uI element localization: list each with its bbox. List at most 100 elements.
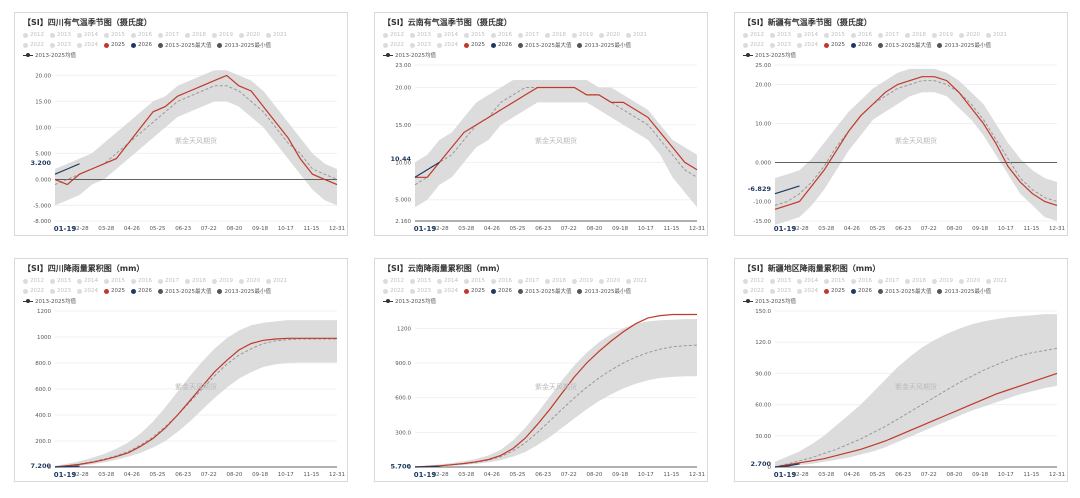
legend-item[interactable]: 2023 <box>410 288 431 294</box>
legend-item[interactable]: 2020 <box>959 278 980 284</box>
legend-item[interactable]: 2017 <box>878 32 899 38</box>
legend-item[interactable]: 2021 <box>986 32 1007 38</box>
legend-item-current[interactable]: 2025 <box>464 288 485 294</box>
legend-item[interactable]: 2019 <box>932 278 953 284</box>
legend-item-mean[interactable]: 2013-2025均值 <box>383 51 436 59</box>
legend-item-current[interactable]: 2025 <box>104 288 125 294</box>
legend-item[interactable]: 2016 <box>131 32 152 38</box>
legend-item[interactable]: 2019 <box>572 278 593 284</box>
legend-item[interactable]: 2021 <box>626 32 647 38</box>
legend-item[interactable]: 2024 <box>437 42 458 48</box>
legend-item-min[interactable]: 2013-2025最小值 <box>217 41 271 49</box>
legend-item[interactable]: 2012 <box>743 278 764 284</box>
legend-item[interactable]: 2018 <box>905 32 926 38</box>
legend-item[interactable]: 2015 <box>464 32 485 38</box>
legend-item-next[interactable]: 2026 <box>131 288 152 294</box>
legend-item-current[interactable]: 2025 <box>464 42 485 48</box>
legend-item[interactable]: 2023 <box>50 288 71 294</box>
legend-item[interactable]: 2013 <box>50 278 71 284</box>
legend-item[interactable]: 2024 <box>797 288 818 294</box>
legend-item[interactable]: 2019 <box>212 278 233 284</box>
legend-item-mean[interactable]: 2013-2025均值 <box>23 51 76 59</box>
legend-item-max[interactable]: 2013-2025最大值 <box>158 287 211 295</box>
legend-item[interactable]: 2016 <box>131 278 152 284</box>
legend-item-max[interactable]: 2013-2025最大值 <box>878 41 931 49</box>
legend-item-mean[interactable]: 2013-2025均值 <box>23 297 76 305</box>
legend-item[interactable]: 2019 <box>932 32 953 38</box>
legend-item[interactable]: 2013 <box>410 278 431 284</box>
legend-item-max[interactable]: 2013-2025最大值 <box>158 41 211 49</box>
legend-item[interactable]: 2024 <box>797 42 818 48</box>
legend-item[interactable]: 2015 <box>464 278 485 284</box>
legend-item[interactable]: 2013 <box>50 32 71 38</box>
legend-item[interactable]: 2022 <box>23 288 44 294</box>
legend-item-mean[interactable]: 2013-2025均值 <box>743 297 796 305</box>
legend-item[interactable]: 2015 <box>104 278 125 284</box>
legend-item[interactable]: 2021 <box>626 278 647 284</box>
legend-item-min[interactable]: 2013-2025最小值 <box>577 287 631 295</box>
legend-item[interactable]: 2018 <box>905 278 926 284</box>
legend-item-next[interactable]: 2026 <box>851 42 872 48</box>
legend-item-max[interactable]: 2013-2025最大值 <box>518 41 571 49</box>
legend-item[interactable]: 2022 <box>383 288 404 294</box>
legend-item-current[interactable]: 2025 <box>824 42 845 48</box>
legend-item[interactable]: 2015 <box>104 32 125 38</box>
legend-item[interactable]: 2020 <box>959 32 980 38</box>
legend-item[interactable]: 2016 <box>851 32 872 38</box>
legend-item[interactable]: 2014 <box>797 32 818 38</box>
legend-item[interactable]: 2023 <box>770 42 791 48</box>
legend-item[interactable]: 2024 <box>437 288 458 294</box>
legend-item[interactable]: 2021 <box>986 278 1007 284</box>
legend-item[interactable]: 2012 <box>383 32 404 38</box>
legend-item-next[interactable]: 2026 <box>131 42 152 48</box>
legend-item[interactable]: 2014 <box>77 32 98 38</box>
legend-item[interactable]: 2022 <box>743 42 764 48</box>
legend-item[interactable]: 2016 <box>491 278 512 284</box>
legend-item[interactable]: 2020 <box>599 32 620 38</box>
legend-item[interactable]: 2018 <box>185 278 206 284</box>
legend-item[interactable]: 2017 <box>158 32 179 38</box>
legend-item-min[interactable]: 2013-2025最小值 <box>217 287 271 295</box>
legend-item[interactable]: 2012 <box>743 32 764 38</box>
legend-item[interactable]: 2017 <box>518 278 539 284</box>
legend-item[interactable]: 2013 <box>410 32 431 38</box>
legend-item[interactable]: 2020 <box>599 278 620 284</box>
legend-item[interactable]: 2023 <box>770 288 791 294</box>
legend-item-min[interactable]: 2013-2025最小值 <box>937 287 991 295</box>
legend-item[interactable]: 2017 <box>518 32 539 38</box>
legend-item[interactable]: 2016 <box>851 278 872 284</box>
legend-item[interactable]: 2022 <box>383 42 404 48</box>
legend-item-max[interactable]: 2013-2025最大值 <box>878 287 931 295</box>
legend-item[interactable]: 2015 <box>824 278 845 284</box>
legend-item-current[interactable]: 2025 <box>824 288 845 294</box>
legend-item[interactable]: 2021 <box>266 32 287 38</box>
legend-item[interactable]: 2015 <box>824 32 845 38</box>
legend-item[interactable]: 2019 <box>212 32 233 38</box>
legend-item[interactable]: 2012 <box>383 278 404 284</box>
legend-item-max[interactable]: 2013-2025最大值 <box>518 287 571 295</box>
legend-item[interactable]: 2017 <box>878 278 899 284</box>
legend-item[interactable]: 2013 <box>770 278 791 284</box>
legend-item-next[interactable]: 2026 <box>491 42 512 48</box>
legend-item-current[interactable]: 2025 <box>104 42 125 48</box>
legend-item-mean[interactable]: 2013-2025均值 <box>383 297 436 305</box>
legend-item[interactable]: 2012 <box>23 32 44 38</box>
legend-item[interactable]: 2021 <box>266 278 287 284</box>
legend-item[interactable]: 2023 <box>50 42 71 48</box>
legend-item[interactable]: 2019 <box>572 32 593 38</box>
legend-item[interactable]: 2018 <box>545 32 566 38</box>
legend-item[interactable]: 2012 <box>23 278 44 284</box>
legend-item[interactable]: 2020 <box>239 32 260 38</box>
legend-item[interactable]: 2017 <box>158 278 179 284</box>
legend-item[interactable]: 2022 <box>743 288 764 294</box>
legend-item-mean[interactable]: 2013-2025均值 <box>743 51 796 59</box>
legend-item[interactable]: 2014 <box>797 278 818 284</box>
legend-item-next[interactable]: 2026 <box>491 288 512 294</box>
legend-item[interactable]: 2020 <box>239 278 260 284</box>
legend-item[interactable]: 2016 <box>491 32 512 38</box>
legend-item[interactable]: 2023 <box>410 42 431 48</box>
legend-item[interactable]: 2014 <box>437 278 458 284</box>
legend-item-min[interactable]: 2013-2025最小值 <box>577 41 631 49</box>
legend-item-min[interactable]: 2013-2025最小值 <box>937 41 991 49</box>
legend-item[interactable]: 2022 <box>23 42 44 48</box>
